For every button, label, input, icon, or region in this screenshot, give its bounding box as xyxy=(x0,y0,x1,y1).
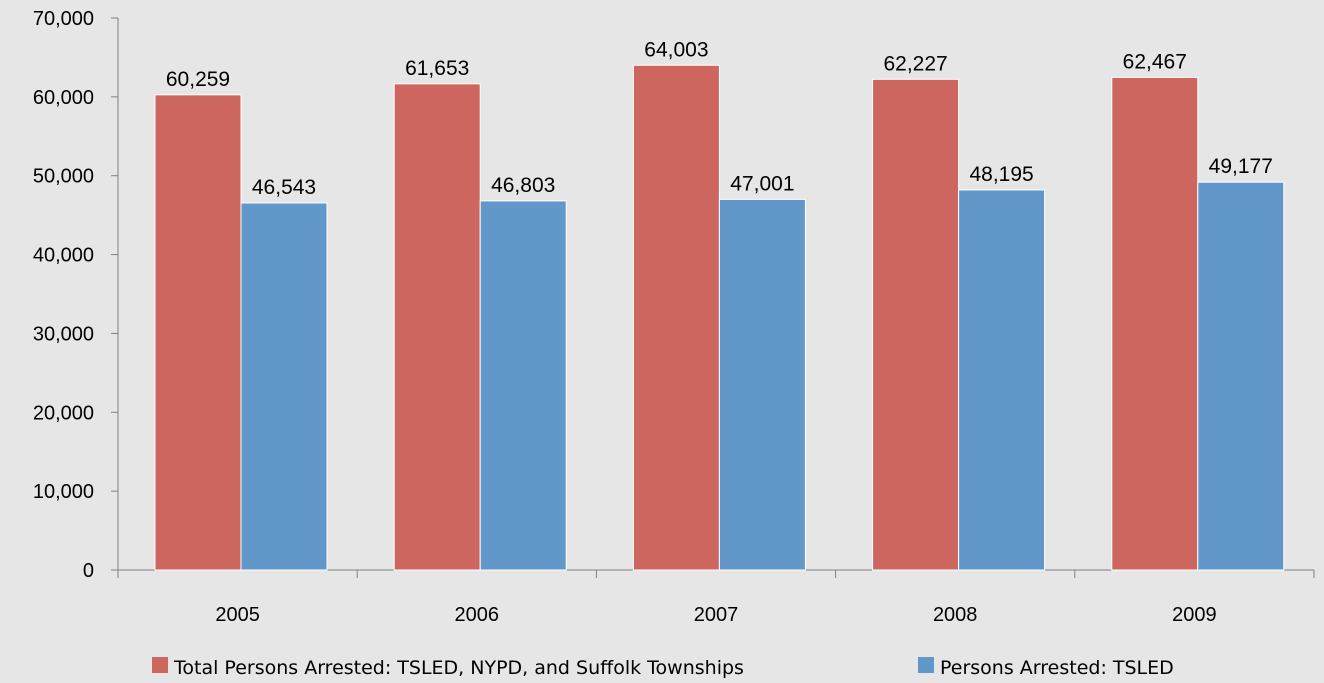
x-tick-label: 2006 xyxy=(455,604,500,626)
legend-label: Total Persons Arrested: TSLED, NYPD, and… xyxy=(173,657,744,679)
x-tick-label: 2007 xyxy=(694,604,739,626)
legend-swatch xyxy=(918,657,934,673)
y-tick-label: 40,000 xyxy=(33,245,94,267)
legend: Total Persons Arrested: TSLED, NYPD, and… xyxy=(152,657,1174,679)
x-tick-label: 2009 xyxy=(1172,604,1217,626)
x-axis-ticks: 2005 2006 2007 2008 2009 xyxy=(117,570,1315,626)
x-tick-label: 2008 xyxy=(933,604,978,626)
y-tick-label: 30,000 xyxy=(33,323,94,345)
bar-value-label: 48,195 xyxy=(969,163,1033,186)
y-tick-label: 20,000 xyxy=(33,402,94,424)
legend-label: Persons Arrested: TSLED xyxy=(940,657,1174,679)
bar-value-label: 46,543 xyxy=(252,176,316,199)
bar xyxy=(479,200,567,571)
bar xyxy=(632,64,720,571)
bar xyxy=(872,78,960,571)
bars xyxy=(154,64,1285,571)
bar-value-label: 62,227 xyxy=(883,52,947,75)
y-tick-label: 0 xyxy=(83,560,94,582)
bar xyxy=(718,198,806,571)
bar-value-label: 47,001 xyxy=(730,172,794,195)
bar xyxy=(958,189,1046,571)
bar-value-label: 60,259 xyxy=(166,68,230,91)
bar-value-label: 62,467 xyxy=(1123,50,1187,73)
bar xyxy=(393,83,481,571)
y-tick-label: 10,000 xyxy=(33,481,94,503)
y-tick-label: 50,000 xyxy=(33,166,94,188)
bar-value-label: 49,177 xyxy=(1209,155,1273,178)
bar-value-label: 61,653 xyxy=(405,57,469,80)
y-tick-label: 60,000 xyxy=(33,87,94,109)
bar xyxy=(1111,76,1199,571)
bar-value-label: 46,803 xyxy=(491,174,555,197)
y-axis-ticks: 0 10,000 20,000 30,000 40,000 50,000 60,000 70,… xyxy=(33,8,118,582)
x-tick-label: 2005 xyxy=(215,604,260,626)
bar-value-label: 64,003 xyxy=(644,38,708,61)
legend-swatch xyxy=(152,657,168,673)
bar xyxy=(1197,181,1285,571)
data-labels: 60,259 61,653 64,003 62,227 62,467 46,543 46,8… xyxy=(166,38,1273,199)
y-tick-label: 70,000 xyxy=(33,8,94,30)
bar xyxy=(154,94,242,571)
bar xyxy=(240,202,328,571)
